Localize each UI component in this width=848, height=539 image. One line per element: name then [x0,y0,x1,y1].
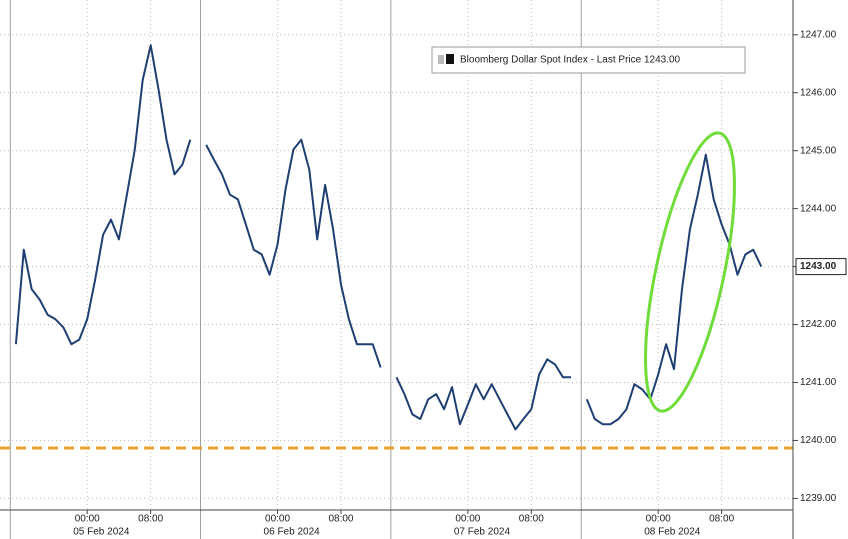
x-tick-label: 08:00 [709,514,734,525]
x-tick-label: 08:00 [328,514,353,525]
grid [0,0,793,539]
y-tick-label: 1245.00 [800,145,837,156]
x-tick-label: 00:00 [646,514,671,525]
y-tick-label: 1246.00 [800,87,837,98]
x-tick-label: 00:00 [75,514,100,525]
date-label: 05 Feb 2024 [73,527,130,538]
y-tick-label: 1244.00 [800,203,837,214]
y-tick-label: 1242.00 [800,319,837,330]
plot [0,44,793,450]
x-tick-label: 08:00 [519,514,544,525]
legend-swatch [446,54,454,64]
date-label: 08 Feb 2024 [644,527,701,538]
last-price-label: 1243.00 [800,261,837,272]
y-tick-label: 1247.00 [800,29,837,40]
last-price-box [795,258,847,276]
highlight-ellipse [644,131,736,413]
price-line [14,44,763,431]
legend-label: Bloomberg Dollar Spot Index - Last Price… [460,55,681,66]
date-label: 07 Feb 2024 [454,527,511,538]
x-tick-label: 08:00 [138,514,163,525]
x-tick-label: 00:00 [265,514,290,525]
y-tick-label: 1240.00 [800,435,837,446]
legend-swatch-1 [438,55,444,64]
x-tick-label: 00:00 [455,514,480,525]
legend-box [431,46,746,74]
date-label: 06 Feb 2024 [264,527,321,538]
y-tick-label: 1239.00 [800,493,837,504]
y-tick-label: 1241.00 [800,377,837,388]
